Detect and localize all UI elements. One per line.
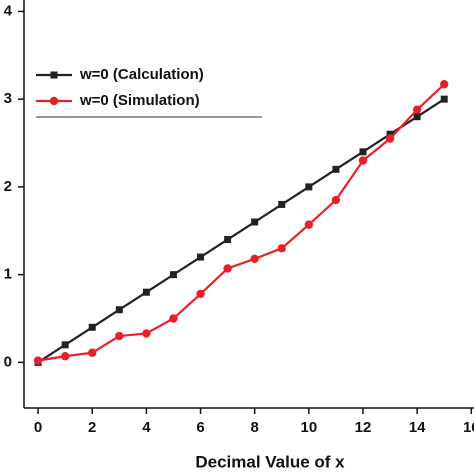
legend-marker xyxy=(50,71,58,79)
legend-label: w=0 (Simulation) xyxy=(79,92,200,109)
point xyxy=(304,220,314,229)
x-tick-label: 8 xyxy=(251,419,259,436)
point xyxy=(277,244,286,253)
point xyxy=(223,264,232,273)
x-tick-label: 0 xyxy=(34,419,42,436)
x-tick-label: 10 xyxy=(300,419,317,436)
series-line xyxy=(37,83,445,362)
point xyxy=(413,113,421,121)
point xyxy=(412,105,422,114)
y-tick-label: 1 xyxy=(4,266,12,283)
point xyxy=(115,331,124,341)
x-tick-label: 2 xyxy=(88,419,96,436)
point xyxy=(61,341,69,349)
point xyxy=(60,352,70,361)
y-tick-label: 3 xyxy=(4,90,12,107)
point xyxy=(142,288,150,296)
point xyxy=(440,80,449,89)
point xyxy=(331,195,341,205)
x-tick-label: 12 xyxy=(355,419,372,436)
x-tick-label: 16 xyxy=(463,419,474,436)
point xyxy=(440,95,448,103)
point xyxy=(115,306,123,314)
point xyxy=(385,134,395,143)
series-line xyxy=(37,98,445,364)
point xyxy=(386,130,394,138)
point xyxy=(169,271,177,279)
point xyxy=(196,289,205,299)
y-tick-label: 0 xyxy=(4,353,12,370)
point xyxy=(224,236,232,244)
point xyxy=(142,329,151,338)
y-tick-label: 4 xyxy=(4,2,13,19)
point xyxy=(251,218,259,226)
point xyxy=(305,183,313,191)
y-tick-label: 2 xyxy=(4,178,12,195)
point xyxy=(197,253,205,261)
point xyxy=(88,323,96,331)
point xyxy=(88,348,97,357)
point xyxy=(358,156,368,165)
x-tick-label: 14 xyxy=(409,419,426,436)
point xyxy=(278,200,286,208)
point xyxy=(250,254,259,264)
x-tick-label: 4 xyxy=(142,419,151,436)
x-tick-label: 6 xyxy=(196,419,204,436)
legend-label: w=0 (Calculation) xyxy=(79,66,204,83)
point xyxy=(169,314,178,323)
legend-marker xyxy=(49,96,59,106)
x-axis-label: Decimal Value of x xyxy=(195,452,345,471)
point xyxy=(332,165,340,173)
point xyxy=(33,356,43,365)
point xyxy=(359,148,367,156)
